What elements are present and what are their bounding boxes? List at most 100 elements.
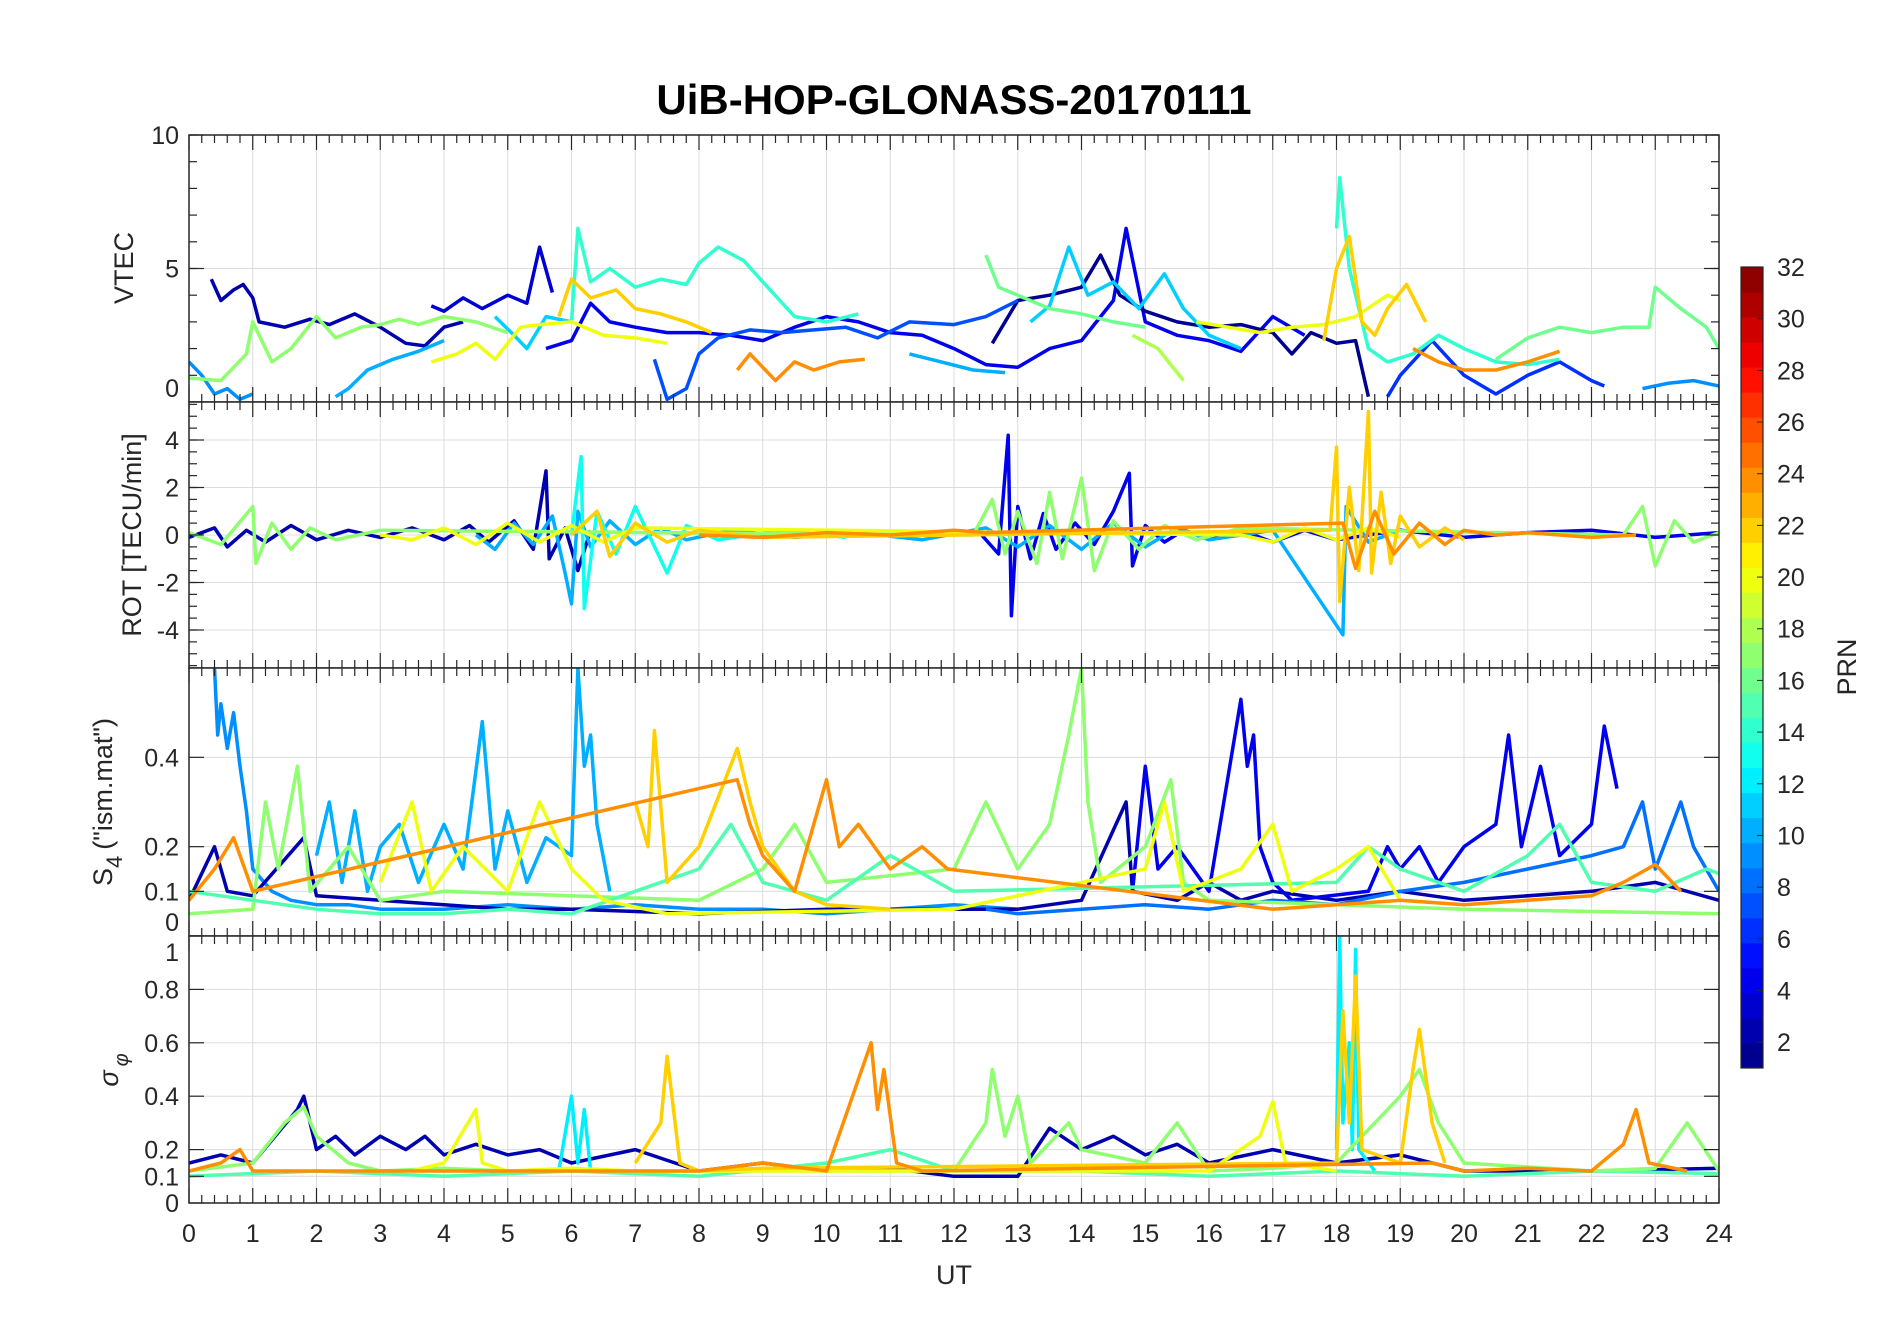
- x-tick-label: 7: [628, 1220, 642, 1248]
- series-line-prn-16: [1494, 285, 1719, 361]
- colorbar-band: [1741, 792, 1763, 819]
- series-line-prn-20: [1196, 293, 1401, 335]
- sigma-ylabel: σφ: [94, 1053, 133, 1086]
- x-axis-label: UT: [936, 1260, 972, 1290]
- colorbar-band: [1741, 942, 1763, 969]
- colorbar-band: [1741, 567, 1763, 593]
- sigma-series: [189, 936, 1719, 1179]
- colorbar-tick-label: 10: [1777, 822, 1805, 850]
- chart-title: UiB-HOP-GLONASS-20170111: [656, 76, 1251, 123]
- x-tick-label: 2: [310, 1220, 324, 1248]
- sigma-ylabel-main: σ: [94, 1069, 124, 1087]
- colorbar-tick-label: 12: [1777, 771, 1805, 799]
- series-line-prn-24: [1412, 347, 1561, 372]
- colorbar-band: [1741, 892, 1763, 919]
- rot-ylabel: ROT [TECU/min]: [117, 433, 147, 637]
- colorbar-band: [1741, 867, 1763, 894]
- sigma-y-tick-label: 0.2: [144, 1137, 179, 1165]
- rot-y-tick-label: 4: [165, 427, 179, 455]
- colorbar-band: [1741, 367, 1763, 393]
- colorbar-band: [1741, 517, 1763, 543]
- series-line-prn-22: [633, 728, 891, 911]
- series-line-prn-22: [633, 974, 1447, 1173]
- colorbar-band: [1741, 742, 1763, 769]
- x-tick-label: 14: [1068, 1220, 1096, 1248]
- vtec-ylabel: VTEC: [109, 232, 139, 304]
- s4-ylabel: S4 ("ism.mat"): [88, 718, 127, 886]
- s4-ylabel-rest: ("ism.mat"): [88, 718, 118, 850]
- series-line-prn-11: [493, 314, 572, 351]
- x-tick-label: 10: [813, 1220, 841, 1248]
- vtec-y-tick-label: 5: [165, 256, 179, 284]
- series-line-prn-20: [380, 521, 1401, 547]
- series-line-prn-17: [189, 314, 509, 383]
- x-tick-label: 17: [1259, 1220, 1287, 1248]
- sigma-y-tick-label: 1: [165, 939, 179, 967]
- vtec-y-tick-label: 0: [165, 375, 179, 403]
- x-tick-label: 11: [877, 1220, 903, 1248]
- colorbar-tick-label: 18: [1777, 616, 1805, 644]
- series-line-prn-10: [334, 338, 445, 399]
- x-tick-label: 9: [756, 1220, 770, 1248]
- series-line-prn-9: [1642, 378, 1719, 391]
- panel-vtec: 0 5 10: [151, 122, 1720, 403]
- rot-y-tick-label: -4: [157, 617, 179, 645]
- colorbar-band: [1741, 542, 1763, 568]
- series-line-prn-17: [189, 1067, 1719, 1173]
- panel-rot: -4 -2 0 2 4: [157, 401, 1720, 669]
- x-tick-label: 21: [1514, 1220, 1542, 1248]
- s4-y-tick-label: 0.2: [144, 834, 179, 862]
- sigma-y-tick-label: 0: [165, 1190, 179, 1218]
- s4-ylabel-main: S: [88, 868, 118, 886]
- sigma-ylabel-sub: φ: [111, 1053, 133, 1066]
- series-line-prn-2: [209, 278, 464, 348]
- series-line-prn-22: [570, 409, 1465, 604]
- colorbar-tick-label: 26: [1777, 409, 1805, 437]
- x-tick-label: 4: [437, 1220, 451, 1248]
- colorbar-band: [1741, 667, 1763, 694]
- colorbar-band: [1741, 342, 1763, 368]
- colorbar-tick-label: 4: [1777, 977, 1791, 1005]
- series-line-prn-24: [735, 352, 865, 383]
- x-tick-label: 8: [692, 1220, 706, 1248]
- x-tick-label: 20: [1450, 1220, 1478, 1248]
- sigma-y-tick-label: 0.4: [144, 1083, 179, 1111]
- series-line-prn-15: [189, 822, 1719, 916]
- s4-series: [189, 668, 1719, 916]
- series-line-prn-20: [378, 800, 1402, 916]
- colorbar-band: [1741, 467, 1763, 493]
- colorbar-band: [1741, 292, 1763, 318]
- rot-y-tick-label: 0: [165, 522, 179, 550]
- x-tick-label: 23: [1641, 1220, 1669, 1248]
- x-tick-label: 22: [1578, 1220, 1606, 1248]
- colorbar-tick-label: 16: [1777, 667, 1805, 695]
- x-tick-label: 18: [1323, 1220, 1351, 1248]
- vtec-y-tick-label: 10: [151, 122, 179, 150]
- series-line-prn-3: [430, 245, 555, 313]
- colorbar-band: [1741, 717, 1763, 744]
- series-line-prn-24: [189, 1041, 1688, 1173]
- x-tick-label: 0: [182, 1220, 196, 1248]
- colorbar-label: PRN: [1832, 638, 1862, 695]
- panel-s4: 0 0.1 0.2 0.4: [144, 667, 1720, 937]
- colorbar-tick-label: 32: [1777, 254, 1805, 282]
- colorbar-band: [1741, 442, 1763, 468]
- x-tick-label: 6: [565, 1220, 579, 1248]
- series-line-prn-14: [569, 226, 859, 324]
- x-tick-label: 5: [501, 1220, 515, 1248]
- colorbar-band: [1741, 642, 1763, 668]
- series-line-prn-4: [1130, 697, 1619, 903]
- series-line-prn-11: [1029, 245, 1242, 351]
- colorbar-band: [1741, 1017, 1763, 1044]
- series-line-prn-9: [189, 360, 254, 402]
- colorbar-tick-label: 14: [1777, 719, 1805, 747]
- x-tick-label: 12: [940, 1220, 968, 1248]
- colorbar-band: [1741, 417, 1763, 443]
- series-line-prn-14: [1334, 175, 1560, 367]
- colorbar-band: [1741, 1042, 1763, 1069]
- colorbar-tick-label: 2: [1777, 1029, 1791, 1057]
- series-line-prn-7: [652, 298, 1019, 402]
- x-tick-label: 19: [1386, 1220, 1414, 1248]
